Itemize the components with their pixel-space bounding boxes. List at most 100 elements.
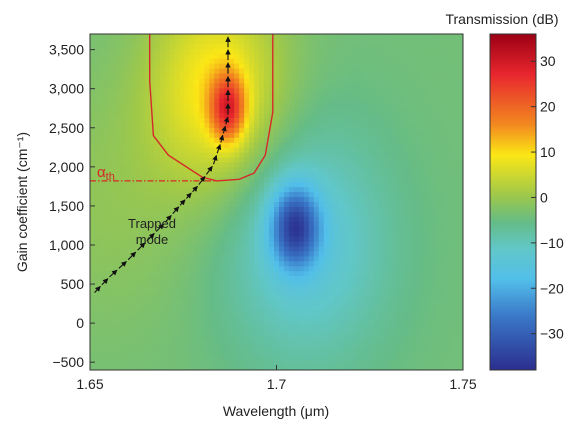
heatmap-cell — [90, 236, 96, 243]
heatmap-cell — [164, 286, 171, 292]
heatmap-cell — [278, 320, 285, 327]
heatmap-cell — [129, 192, 136, 198]
heatmap-cell — [403, 58, 409, 65]
heatmap-cell — [328, 63, 335, 70]
heatmap-cell — [393, 63, 399, 70]
heatmap-cell — [443, 152, 449, 159]
heatmap-cell — [358, 157, 365, 164]
heatmap-cell — [288, 251, 295, 257]
heatmap-cell — [224, 113, 230, 119]
heatmap-cell — [393, 261, 399, 267]
heatmap-cell — [179, 365, 186, 370]
heatmap-cell — [328, 103, 335, 109]
heatmap-cell — [433, 83, 439, 89]
heatmap-cell — [413, 43, 419, 50]
heatmap-cell — [403, 271, 409, 277]
heatmap-cell — [244, 187, 250, 193]
heatmap-cell — [423, 281, 429, 287]
heatmap-cell — [219, 103, 225, 109]
heatmap-cell — [373, 276, 380, 282]
heatmap-cell — [169, 290, 176, 297]
heatmap-cell — [308, 172, 315, 178]
heatmap-cell — [129, 266, 136, 272]
heatmap-cell — [448, 177, 454, 183]
heatmap-cell — [423, 157, 429, 164]
heatmap-cell — [184, 53, 191, 60]
heatmap-cell — [443, 177, 449, 183]
heatmap-cell — [368, 251, 375, 257]
heatmap-cell — [139, 276, 146, 282]
heatmap-cell — [264, 78, 270, 85]
heatmap-cell — [423, 127, 429, 134]
heatmap-cell — [209, 43, 215, 50]
heatmap-cell — [333, 246, 340, 253]
heatmap-cell — [249, 330, 255, 337]
heatmap-cell — [219, 147, 225, 154]
heatmap-cell — [393, 300, 399, 307]
heatmap-cell — [124, 58, 131, 65]
heatmap-cell — [204, 216, 210, 223]
heatmap-cell — [204, 315, 210, 322]
heatmap-cell — [144, 271, 151, 277]
heatmap-cell — [129, 365, 136, 370]
heatmap-cell — [229, 276, 235, 282]
heatmap-cell — [388, 320, 394, 327]
heatmap-cell — [358, 113, 365, 119]
heatmap-cell — [283, 157, 290, 164]
heatmap-cell — [438, 132, 444, 139]
heatmap-cell — [373, 142, 380, 149]
heatmap-cell — [144, 192, 151, 198]
heatmap-cell — [323, 93, 330, 99]
heatmap-cell — [204, 78, 210, 85]
heatmap-cell — [139, 98, 146, 104]
heatmap-cell — [189, 241, 196, 248]
heatmap-cell — [373, 295, 380, 302]
heatmap-cell — [119, 142, 126, 149]
heatmap-cell — [368, 48, 375, 55]
heatmap-cell — [303, 221, 310, 228]
heatmap-cell — [363, 127, 370, 134]
heatmap-cell — [94, 177, 101, 183]
heatmap-cell — [333, 177, 340, 183]
heatmap-cell — [358, 365, 365, 370]
heatmap-cell — [234, 211, 240, 218]
heatmap-cell — [114, 187, 121, 193]
heatmap-cell — [363, 73, 370, 80]
heatmap-cell — [448, 325, 454, 332]
heatmap-cell — [214, 330, 220, 337]
heatmap-cell — [209, 127, 215, 134]
heatmap-cell — [104, 320, 111, 327]
heatmap-cell — [124, 300, 131, 307]
heatmap-cell — [239, 162, 245, 169]
heatmap-cell — [129, 216, 136, 223]
heatmap-cell — [423, 350, 429, 356]
heatmap-cell — [179, 231, 186, 238]
heatmap-cell — [423, 202, 429, 208]
heatmap-cell — [184, 325, 191, 332]
heatmap-cell — [408, 98, 414, 104]
heatmap-cell — [298, 122, 305, 129]
heatmap-cell — [353, 231, 360, 238]
heatmap-cell — [408, 276, 414, 282]
heatmap-cell — [269, 202, 275, 208]
heatmap-cell — [254, 43, 260, 50]
heatmap-cell — [184, 187, 191, 193]
heatmap-cell — [134, 206, 141, 213]
heatmap-cell — [269, 58, 275, 65]
heatmap-cell — [448, 192, 454, 198]
heatmap-cell — [209, 241, 215, 248]
heatmap-cell — [229, 335, 235, 341]
heatmap-cell — [274, 276, 280, 282]
heatmap-cell — [274, 340, 280, 346]
heatmap-cell — [418, 350, 424, 356]
heatmap-cell — [159, 122, 166, 129]
heatmap-cell — [194, 206, 201, 213]
heatmap-cell — [443, 197, 449, 203]
heatmap-cell — [428, 305, 434, 312]
heatmap-cell — [423, 162, 429, 169]
heatmap-cell — [199, 221, 205, 228]
heatmap-cell — [254, 147, 260, 154]
heatmap-cell — [229, 58, 235, 65]
heatmap-cell — [244, 113, 250, 119]
heatmap-cell — [378, 365, 385, 370]
